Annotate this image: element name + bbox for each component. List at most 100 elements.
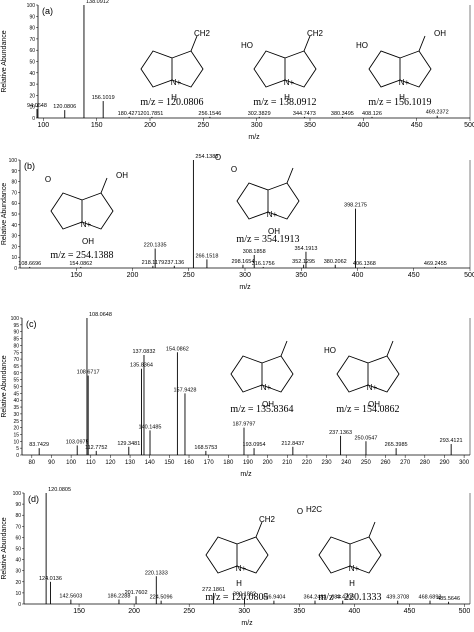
y-tick-label: 55: [13, 378, 19, 384]
atom-label: N+: [171, 78, 182, 87]
x-tick-label: 250: [183, 272, 195, 279]
atom-label: CH2: [307, 29, 324, 38]
peak-label: 398.2175: [344, 203, 367, 209]
y-tick-label: 20: [15, 580, 21, 586]
peak-label: 120.0806: [53, 104, 76, 110]
peak-label: 201.7602: [125, 590, 148, 596]
peak-label: 157.9428: [173, 387, 196, 393]
peak-label: 408.126: [362, 111, 382, 117]
peak-label: 124.0136: [39, 576, 62, 582]
atom-label: O: [215, 153, 221, 162]
x-tick-label: 250: [361, 460, 372, 466]
y-tick-label: 15: [13, 432, 19, 438]
exocyclic-bond: [386, 340, 394, 357]
atom-label: HO: [324, 346, 336, 355]
atom-label: H: [171, 93, 177, 102]
x-tick-label: 350: [295, 272, 307, 279]
structure: CH2 N+ H: [205, 515, 276, 588]
x-tick-label: 450: [411, 122, 423, 129]
peak-label: 112.7752: [85, 445, 108, 451]
y-tick-label: 80: [29, 26, 35, 32]
x-tick-label: 150: [73, 608, 85, 615]
structure-bonds: [368, 50, 432, 88]
x-tick-label: 200: [144, 122, 156, 129]
x-tick-label: 450: [408, 272, 420, 279]
structure: N+ OH: [230, 340, 294, 409]
y-tick-label: 20: [29, 93, 35, 99]
y-tick-label: 70: [11, 190, 17, 196]
peak-label: 352.1295: [292, 259, 315, 265]
y-tick-label: 10: [29, 105, 35, 111]
atom-label: O: [297, 507, 303, 516]
y-tick-label: 60: [13, 371, 19, 377]
structure-bonds: [253, 50, 317, 88]
x-tick-label: 450: [404, 608, 416, 615]
exocyclic-bond: [280, 340, 288, 357]
x-tick-label: 200: [127, 272, 139, 279]
peak-label: 94.0648: [27, 103, 47, 109]
peak-label: 237.136: [164, 260, 184, 266]
x-tick-label: 230: [322, 460, 333, 466]
exocyclic-bond: [418, 35, 426, 52]
x-tick-label: 300: [238, 608, 250, 615]
peak-label: 187.9797: [233, 422, 256, 428]
y-tick-label: 50: [13, 385, 19, 391]
peak-label: 406.1368: [353, 261, 376, 267]
structure-caption: m/z = 354.1913: [236, 234, 299, 245]
atom-label: OH: [268, 227, 280, 236]
peak-label: 137.0832: [133, 349, 156, 355]
atom-label: OH: [82, 237, 94, 246]
atom-label: O: [231, 165, 237, 174]
peak-label: 220.1333: [145, 570, 168, 576]
x-tick-label: 130: [125, 460, 136, 466]
y-tick-label: 45: [13, 391, 19, 397]
peak-label: 168.5753: [194, 445, 217, 451]
y-tick-label: 85: [13, 337, 19, 343]
peak-label: 154.0862: [69, 261, 92, 267]
peak-label: 224.5096: [150, 595, 173, 601]
structure: HO N+ OH: [324, 340, 400, 409]
x-tick-label: 200: [263, 460, 274, 466]
y-axis-label: Relative Abundance: [1, 517, 8, 579]
atom-label: O: [45, 175, 51, 184]
x-tick-label: 350: [304, 122, 316, 129]
structure-bonds: [236, 182, 300, 220]
x-axis-label: m/z: [248, 134, 260, 141]
atom-label: N+: [399, 78, 410, 87]
y-tick-label: 10: [11, 255, 17, 261]
peak-label: 220.1335: [144, 243, 167, 249]
atom-label: HO: [241, 41, 253, 50]
x-tick-label: 300: [239, 272, 251, 279]
y-tick-label: 80: [11, 180, 17, 186]
structure-caption: m/z = 120.0805: [205, 592, 268, 603]
panel-label: (c): [26, 319, 37, 329]
x-tick-label: 500: [459, 608, 471, 615]
structure: O O N+ OH: [215, 153, 300, 236]
structure: O OH N+ OH: [45, 171, 128, 246]
y-tick-label: 95: [13, 323, 19, 329]
peak-label: 108.0648: [89, 312, 112, 318]
exocyclic-bond: [286, 167, 294, 184]
peak-label: 256.1546: [198, 111, 221, 117]
peak-label: 266.1518: [195, 253, 218, 259]
y-tick-label: 90: [13, 330, 19, 336]
peak-label: 186.2288: [107, 594, 130, 600]
x-axis-label: m/z: [241, 620, 253, 627]
atom-label: N+: [261, 383, 272, 392]
y-tick-label: 60: [11, 201, 17, 207]
atom-label: H: [284, 93, 290, 102]
y-tick-label: 100: [11, 316, 20, 322]
x-tick-label: 280: [420, 460, 431, 466]
y-tick-label: 10: [13, 439, 19, 445]
x-tick-label: 110: [86, 460, 96, 466]
x-tick-label: 160: [184, 460, 195, 466]
exocyclic-bond: [190, 35, 198, 52]
panel-label: (d): [28, 494, 39, 504]
peak-label: 193.0954: [243, 442, 266, 448]
atom-label: N+: [267, 210, 278, 219]
structure-bonds: [50, 192, 114, 230]
peak-label: 380.2062: [324, 259, 347, 265]
x-tick-label: 240: [341, 460, 352, 466]
y-tick-label: 50: [15, 547, 21, 553]
panel-label: (b): [24, 161, 35, 171]
